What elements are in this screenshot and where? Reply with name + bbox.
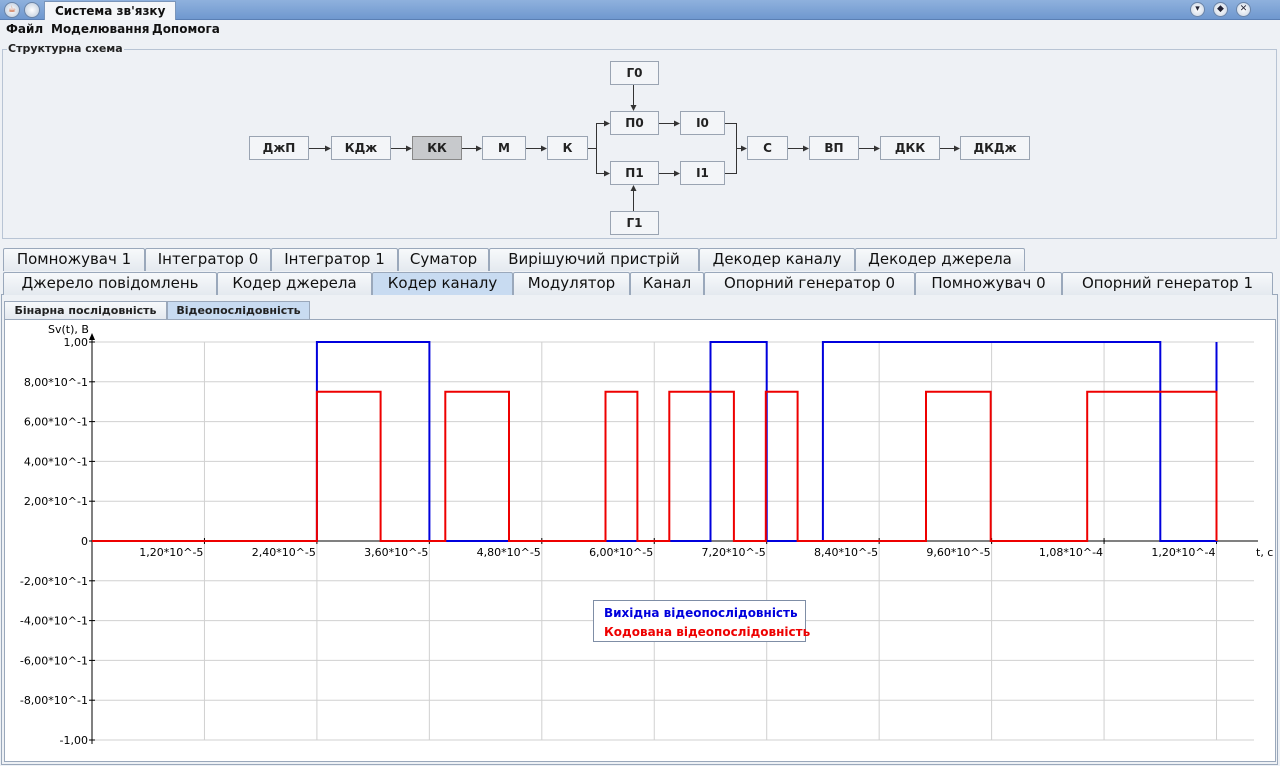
y-tick-label: 0 bbox=[81, 535, 88, 548]
block-decision-device[interactable]: ВП bbox=[809, 136, 859, 160]
menu-modeling[interactable]: Моделювання bbox=[51, 22, 150, 36]
x-tick-label: 3,60*10^-5 bbox=[364, 546, 428, 559]
series-line-1 bbox=[92, 390, 1218, 542]
legend-box bbox=[593, 600, 806, 642]
window-title: Система зв'язку bbox=[44, 1, 177, 20]
x-tick-label: 1,20*10^-5 bbox=[139, 546, 203, 559]
block-modulator[interactable]: М bbox=[482, 136, 526, 160]
block-summator[interactable]: С bbox=[747, 136, 788, 160]
block-multiplier-0[interactable]: П0 bbox=[610, 111, 659, 135]
tab-reference-generator-1[interactable]: Опорний генератор 1 bbox=[1062, 272, 1273, 295]
tab-channel-coder[interactable]: Кодер каналу bbox=[372, 272, 513, 295]
close-icon[interactable]: ✕ bbox=[1236, 2, 1251, 17]
tab-summator[interactable]: Суматор bbox=[398, 248, 489, 271]
x-tick-label: 6,00*10^-5 bbox=[589, 546, 653, 559]
window-title-bar: ☕ Система зв'язку ▾ ◆ ✕ bbox=[0, 0, 1280, 20]
java-coffee-icon[interactable]: ☕ bbox=[4, 2, 20, 18]
y-tick-label: -8,00*10^-1 bbox=[20, 694, 88, 707]
tab-source-coder[interactable]: Кодер джерела bbox=[217, 272, 372, 295]
y-tick-label: 4,00*10^-1 bbox=[24, 455, 88, 468]
y-tick-label: 8,00*10^-1 bbox=[24, 376, 88, 389]
window-menu-icon[interactable] bbox=[24, 2, 40, 18]
structure-scheme-title: Структурна схема bbox=[7, 42, 124, 55]
tab-integrator-1[interactable]: Інтегратор 1 bbox=[271, 248, 398, 271]
block-generator-1[interactable]: Г1 bbox=[610, 211, 659, 235]
y-tick-label: 2,00*10^-1 bbox=[24, 495, 88, 508]
x-tick-label: 1,20*10^-4 bbox=[1151, 546, 1215, 559]
block-channel[interactable]: К bbox=[547, 136, 588, 160]
tab-multiplier-1[interactable]: Помножувач 1 bbox=[3, 248, 145, 271]
x-tick-label: 9,60*10^-5 bbox=[926, 546, 990, 559]
menu-file[interactable]: Файл bbox=[6, 22, 44, 36]
x-tick-label: 8,40*10^-5 bbox=[814, 546, 878, 559]
series-line-0 bbox=[92, 341, 1218, 542]
tab-reference-generator-0[interactable]: Опорний генератор 0 bbox=[704, 272, 915, 295]
tab-source-decoder[interactable]: Декодер джерела bbox=[855, 248, 1025, 271]
scheme-wires bbox=[309, 85, 960, 211]
block-message-source[interactable]: ДжП bbox=[249, 136, 309, 160]
subtab-binary-sequence[interactable]: Бінарна послідовність bbox=[4, 301, 167, 319]
menu-bar: Файл Моделювання Допомога bbox=[0, 20, 1280, 40]
legend-entry-0: Вихідна відеопослідовність bbox=[604, 606, 798, 620]
x-axis-label: t, c bbox=[1256, 546, 1273, 559]
block-channel-decoder[interactable]: ДКК bbox=[880, 136, 940, 160]
y-axis-arrow bbox=[89, 333, 95, 340]
y-tick-label: 6,00*10^-1 bbox=[24, 416, 88, 429]
y-tick-label: -1,00 bbox=[60, 734, 88, 747]
tab-channel[interactable]: Канал bbox=[630, 272, 704, 295]
tab-multiplier-0[interactable]: Помножувач 0 bbox=[915, 272, 1062, 295]
block-integrator-0[interactable]: І0 bbox=[680, 111, 725, 135]
menu-help[interactable]: Допомога bbox=[152, 22, 220, 36]
y-tick-label: -2,00*10^-1 bbox=[20, 575, 88, 588]
tab-message-source[interactable]: Джерело повідомлень bbox=[3, 272, 217, 295]
legend-entry-1: Кодована відеопослідовність bbox=[604, 625, 811, 639]
x-tick-label: 4,80*10^-5 bbox=[477, 546, 541, 559]
block-source-coder[interactable]: КДж bbox=[331, 136, 391, 160]
tab-channel-decoder[interactable]: Декодер каналу bbox=[699, 248, 855, 271]
tab-integrator-0[interactable]: Інтегратор 0 bbox=[145, 248, 271, 271]
block-generator-0[interactable]: Г0 bbox=[610, 61, 659, 85]
tab-modulator[interactable]: Модулятор bbox=[513, 272, 630, 295]
x-tick-label: 1,08*10^-4 bbox=[1039, 546, 1103, 559]
y-tick-label: -4,00*10^-1 bbox=[20, 615, 88, 628]
block-multiplier-1[interactable]: П1 bbox=[610, 161, 659, 185]
tab-decision-device[interactable]: Вирішуючий пристрій bbox=[489, 248, 699, 271]
y-axis-label: Sv(t), B bbox=[48, 323, 89, 336]
x-tick-label: 2,40*10^-5 bbox=[252, 546, 316, 559]
block-integrator-1[interactable]: І1 bbox=[680, 161, 725, 185]
block-channel-coder[interactable]: КК bbox=[412, 136, 462, 160]
maximize-icon[interactable]: ◆ bbox=[1213, 2, 1228, 17]
minimize-icon[interactable]: ▾ bbox=[1190, 2, 1205, 17]
block-source-decoder[interactable]: ДКДж bbox=[960, 136, 1030, 160]
x-tick-label: 7,20*10^-5 bbox=[702, 546, 766, 559]
subtab-video-sequence[interactable]: Відеопослідовність bbox=[167, 301, 310, 319]
y-tick-label: -6,00*10^-1 bbox=[20, 654, 88, 667]
y-tick-label: 1,00 bbox=[64, 336, 89, 349]
